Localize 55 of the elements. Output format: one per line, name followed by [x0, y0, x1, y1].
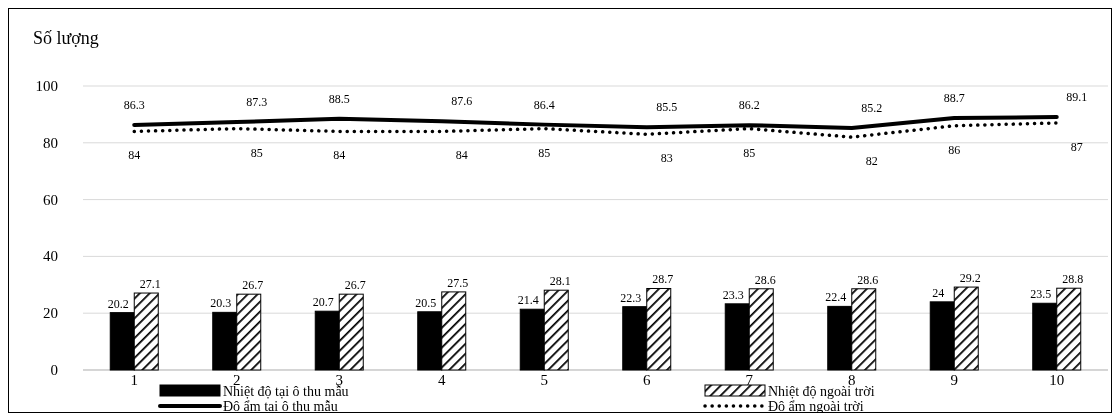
data-label: 26.7	[242, 278, 264, 293]
data-label: 28.6	[754, 272, 776, 287]
data-label: 28.1	[549, 274, 571, 289]
x-tick-label: 7	[745, 372, 754, 388]
y-axis-title: Số lượng	[33, 28, 99, 48]
x-tick-label: 1	[130, 372, 138, 388]
x-tick-label: 6	[643, 372, 651, 388]
data-label: 87.3	[246, 95, 268, 110]
y-tick-label: 20	[43, 305, 58, 322]
data-label: 20.3	[210, 296, 232, 311]
data-label: 84	[333, 148, 346, 163]
x-tick-label: 10	[1049, 372, 1065, 388]
data-label: 85	[538, 145, 551, 160]
data-label: 84	[128, 148, 141, 163]
data-label: 87.6	[451, 94, 473, 109]
data-label: 20.7	[312, 295, 334, 310]
data-label: 21.4	[517, 293, 539, 308]
y-tick-label: 60	[43, 191, 58, 208]
data-label: 23.3	[722, 287, 744, 302]
x-tick-label: 9	[950, 372, 958, 388]
data-label: 24	[932, 285, 945, 300]
data-label: 86.2	[738, 98, 760, 113]
data-label: 88.7	[943, 91, 965, 106]
data-label: 27.1	[139, 277, 161, 292]
data-label: 85.2	[861, 101, 883, 116]
x-tick-label: 4	[438, 372, 446, 388]
data-label: 26.7	[344, 278, 366, 293]
data-label: 20.2	[107, 296, 129, 311]
data-label: 86.3	[123, 97, 145, 112]
data-label: 89.1	[1066, 89, 1088, 104]
y-tick-label: 100	[35, 78, 58, 94]
data-label: 29.2	[959, 271, 981, 286]
data-label: 20.5	[415, 295, 437, 310]
data-label: 82	[865, 154, 878, 169]
data-label: 27.5	[447, 275, 469, 290]
data-label: 85.5	[656, 100, 678, 115]
y-tick-label: 80	[43, 134, 58, 151]
data-label: 84	[455, 148, 468, 163]
data-label: 28.6	[857, 272, 879, 287]
y-tick-label: 0	[50, 362, 58, 378]
data-label: 87	[1070, 139, 1083, 154]
data-label: 85	[743, 145, 756, 160]
legend-label: Độ ẩm tại ô thu mẫu	[223, 399, 338, 413]
data-label: 28.8	[1062, 272, 1084, 287]
data-label: 85	[250, 145, 263, 160]
data-label: 28.7	[652, 272, 674, 287]
x-tick-label: 5	[540, 372, 548, 388]
data-label: 86	[948, 142, 961, 157]
data-label: 88.5	[328, 91, 350, 106]
data-label: 22.4	[825, 290, 847, 305]
data-label: 83	[660, 151, 673, 166]
data-label: 86.4	[533, 97, 555, 112]
y-tick-label: 40	[43, 248, 58, 265]
data-label: 23.5	[1030, 287, 1052, 302]
data-label: 22.3	[620, 290, 642, 305]
